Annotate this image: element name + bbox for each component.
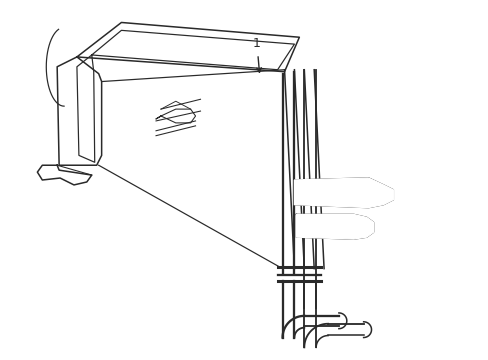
Text: 1: 1 bbox=[252, 37, 260, 50]
Polygon shape bbox=[296, 215, 373, 239]
Polygon shape bbox=[294, 178, 392, 208]
